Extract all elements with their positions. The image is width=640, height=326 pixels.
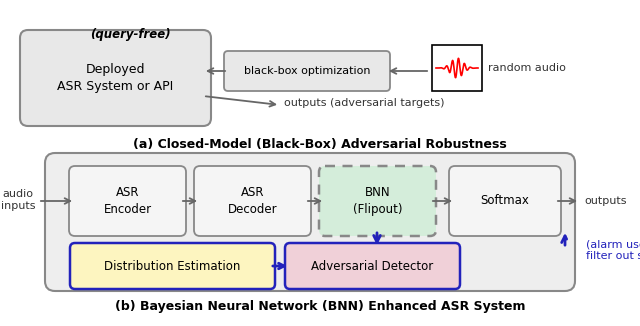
- FancyBboxPatch shape: [432, 45, 482, 91]
- Text: (b) Bayesian Neural Network (BNN) Enhanced ASR System: (b) Bayesian Neural Network (BNN) Enhanc…: [115, 300, 525, 313]
- Text: (a) Closed-Model (Black-Box) Adversarial Robustness: (a) Closed-Model (Black-Box) Adversarial…: [133, 138, 507, 151]
- FancyBboxPatch shape: [224, 51, 390, 91]
- Text: random audio: random audio: [488, 63, 566, 73]
- Text: BNN
(Flipout): BNN (Flipout): [353, 186, 403, 216]
- FancyBboxPatch shape: [319, 166, 436, 236]
- Text: ASR
Decoder: ASR Decoder: [228, 186, 277, 216]
- Text: Softmax: Softmax: [481, 195, 529, 208]
- FancyBboxPatch shape: [285, 243, 460, 289]
- Text: outputs: outputs: [584, 196, 627, 206]
- Text: (query-free): (query-free): [90, 28, 170, 41]
- FancyBboxPatch shape: [45, 153, 575, 291]
- Text: ASR
Encoder: ASR Encoder: [104, 186, 152, 216]
- FancyBboxPatch shape: [194, 166, 311, 236]
- Text: Distribution Estimation: Distribution Estimation: [104, 259, 241, 273]
- FancyBboxPatch shape: [69, 166, 186, 236]
- Text: Adversarial Detector: Adversarial Detector: [312, 259, 434, 273]
- Text: (alarm user or
filter out samples): (alarm user or filter out samples): [586, 239, 640, 261]
- Text: Deployed
ASR System or API: Deployed ASR System or API: [58, 63, 173, 93]
- FancyBboxPatch shape: [70, 243, 275, 289]
- FancyBboxPatch shape: [449, 166, 561, 236]
- Text: black-box optimization: black-box optimization: [244, 66, 371, 76]
- Text: outputs (adversarial targets): outputs (adversarial targets): [284, 98, 445, 108]
- FancyBboxPatch shape: [20, 30, 211, 126]
- Text: audio
inputs: audio inputs: [1, 189, 35, 211]
